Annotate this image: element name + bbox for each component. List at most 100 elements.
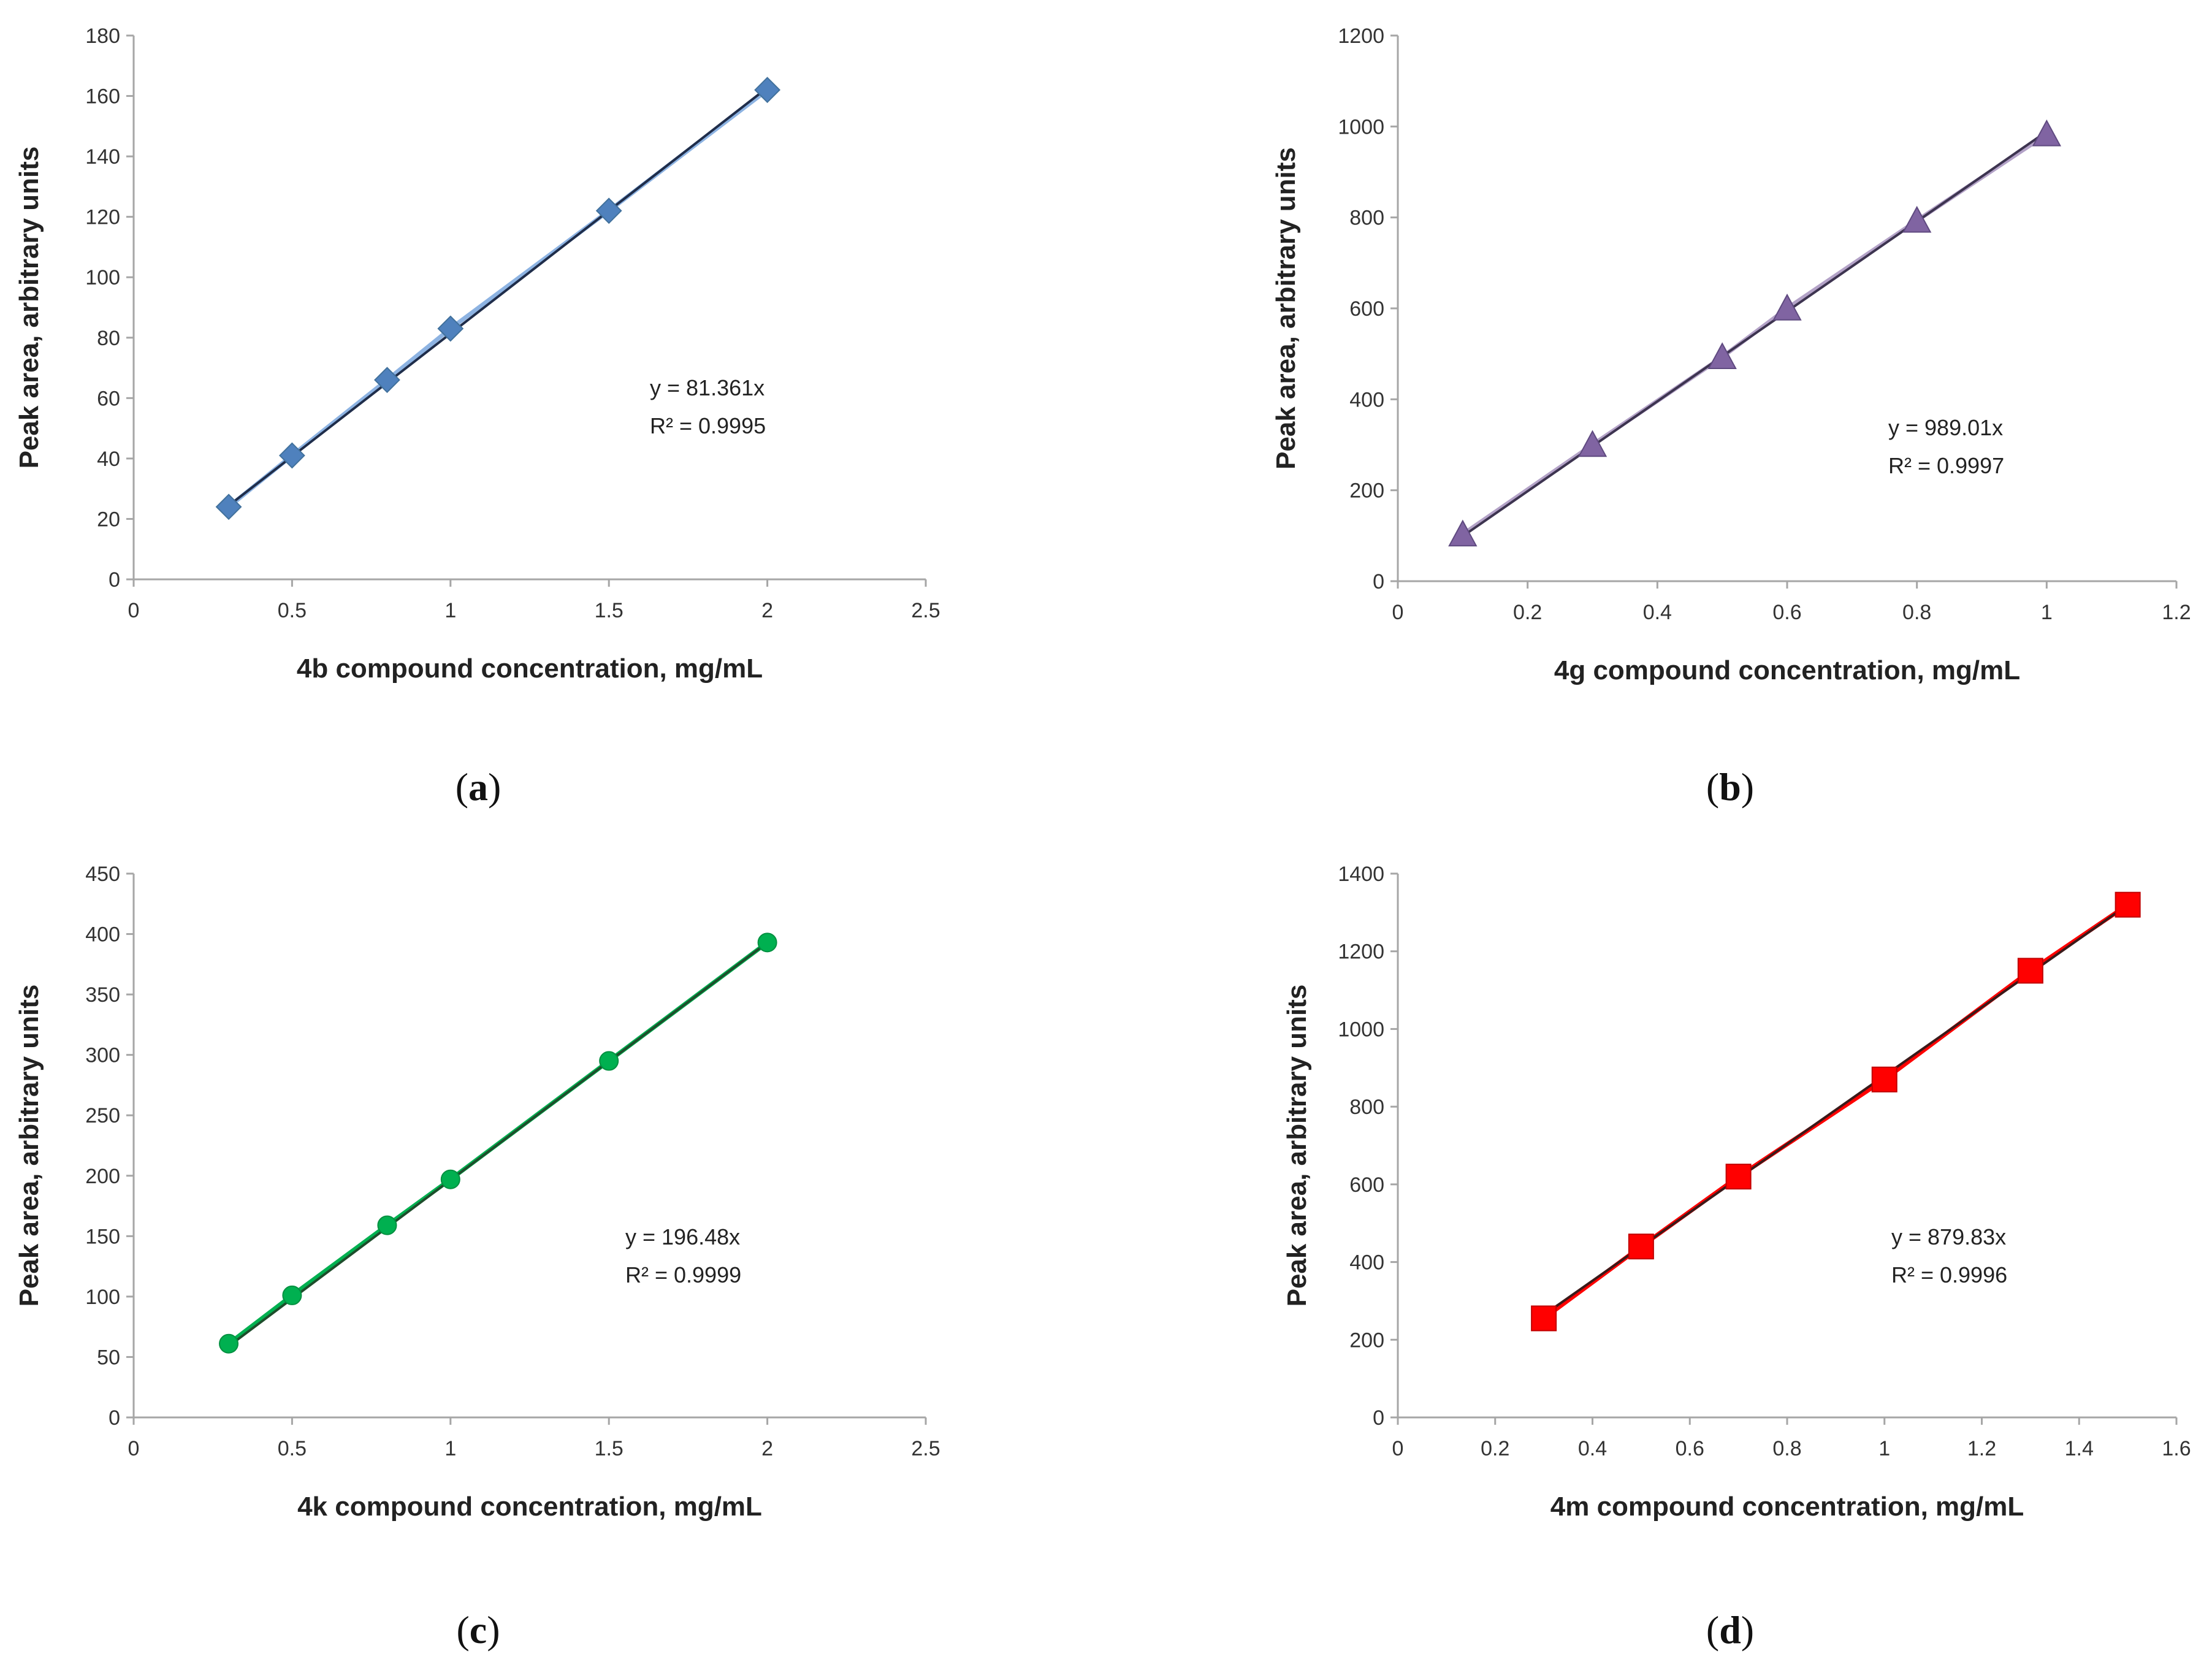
panel-caption: (b) (1706, 765, 1754, 809)
x-axis-title: 4k compound concentration, mg/mL (297, 1492, 762, 1522)
y-tick-label: 600 (1349, 297, 1384, 321)
x-tick-label: 0.6 (1772, 601, 1801, 624)
data-point-2 (1577, 430, 1608, 457)
panel-caption-letter: b (1719, 765, 1741, 809)
chart-panel-a: 0 20 40 60 80 100 120 140 160 180 0 0.5 1 1.5 2 2.5 4b c… (14, 25, 940, 809)
x-tick-label: 1.2 (2162, 601, 2191, 624)
y-tick-label: 100 (85, 266, 120, 289)
x-tick-label: 0.5 (278, 1437, 307, 1460)
x-tick-label: 0.2 (1481, 1437, 1509, 1460)
y-tick-label: 50 (97, 1346, 120, 1369)
x-tick-label: 1.5 (595, 1437, 624, 1460)
x-tick-label: 0.4 (1643, 601, 1672, 624)
r-squared-label: R² = 0.9999 (625, 1262, 741, 1287)
y-tick-label: 100 (85, 1286, 120, 1309)
data-point-2 (282, 1285, 302, 1305)
data-point-4 (437, 315, 464, 342)
y-tick-label: 140 (85, 145, 120, 169)
x-tick-label: 1 (1878, 1437, 1890, 1460)
data-point-2 (1628, 1233, 1654, 1260)
y-tick-label: 800 (1349, 1096, 1384, 1119)
y-tick-label: 1000 (1338, 1018, 1384, 1041)
trendline-equation: y = 879.83x (1891, 1224, 2006, 1249)
panel-caption: (d) (1706, 1608, 1754, 1652)
y-tick-label: 200 (85, 1165, 120, 1188)
data-point-3 (377, 1215, 397, 1235)
data-point-6 (2115, 891, 2141, 918)
data-point-5 (2017, 958, 2043, 984)
data-point-5 (599, 1051, 619, 1071)
y-tick-label: 300 (85, 1044, 120, 1067)
chart-panel-c: 0 50 100 150 200 250 300 350 400 450 0 0.5 1 1.5 2 2.5 4… (14, 863, 940, 1652)
panel-caption-letter: c (470, 1608, 487, 1652)
panel-caption-letter: d (1719, 1608, 1741, 1652)
data-point-6 (2032, 119, 2062, 147)
x-tick-label: 1 (2041, 601, 2053, 624)
x-tick-label: 1.2 (1967, 1437, 1996, 1460)
r-squared-label: R² = 0.9996 (1891, 1262, 2007, 1287)
y-tick-label: 1200 (1338, 25, 1384, 48)
y-tick-label: 1000 (1338, 115, 1384, 139)
data-point-1 (219, 1333, 239, 1354)
x-tick-label: 0.5 (278, 599, 307, 622)
x-axis-title: 4b compound concentration, mg/mL (297, 654, 763, 684)
y-tick-label: 0 (109, 1406, 120, 1430)
x-tick-label: 1 (444, 599, 456, 622)
x-tick-label: 0 (1392, 1437, 1404, 1460)
data-point-1 (215, 494, 242, 520)
y-tick-label: 60 (97, 387, 120, 410)
y-axis-title: Peak area, arbitrary units (1271, 147, 1301, 470)
data-point-1 (1531, 1305, 1557, 1332)
panel-caption: (c) (456, 1608, 500, 1652)
x-tick-label: 0.4 (1578, 1437, 1607, 1460)
x-tick-label: 0.8 (1902, 601, 1931, 624)
y-tick-label: 400 (85, 923, 120, 947)
data-point-3 (374, 367, 400, 394)
x-tick-label: 2 (761, 1437, 773, 1460)
x-tick-label: 0.2 (1513, 601, 1542, 624)
trendline (227, 941, 768, 1348)
data-point-5 (595, 197, 622, 224)
y-axis-title: Peak area, arbitrary units (14, 985, 44, 1307)
y-tick-label: 350 (85, 983, 120, 1007)
y-tick-label: 120 (85, 206, 120, 229)
x-tick-label: 2.5 (911, 599, 940, 622)
y-tick-label: 80 (97, 327, 120, 350)
y-tick-label: 0 (1373, 1406, 1384, 1430)
x-tick-label: 0 (1392, 601, 1404, 624)
x-axis-title: 4g compound concentration, mg/mL (1554, 655, 2020, 685)
trendline-equation: y = 989.01x (1888, 415, 2003, 440)
panel-caption-letter: a (468, 765, 488, 809)
y-tick-label: 400 (1349, 388, 1384, 411)
x-tick-label: 1.6 (2162, 1437, 2191, 1460)
x-tick-label: 0.8 (1772, 1437, 1801, 1460)
trendline (227, 86, 768, 507)
y-tick-label: 400 (1349, 1251, 1384, 1275)
y-tick-label: 250 (85, 1104, 120, 1127)
data-point-2 (278, 442, 305, 469)
y-tick-label: 180 (85, 25, 120, 48)
x-tick-label: 0 (128, 599, 140, 622)
data-point-3 (1725, 1164, 1752, 1190)
y-tick-label: 0 (1373, 570, 1384, 593)
y-tick-label: 600 (1349, 1173, 1384, 1197)
data-point-5 (1902, 205, 1932, 233)
y-tick-label: 1200 (1338, 940, 1384, 964)
x-axis-title: 4m compound concentration, mg/mL (1550, 1492, 2024, 1522)
r-squared-label: R² = 0.9995 (650, 413, 766, 438)
y-tick-label: 150 (85, 1225, 120, 1248)
panel-caption: (a) (456, 765, 502, 809)
data-point-6 (754, 77, 781, 104)
y-tick-label: 200 (1349, 1329, 1384, 1352)
x-tick-label: 0.6 (1676, 1437, 1704, 1460)
y-axis-title: Peak area, arbitrary units (14, 147, 44, 469)
data-point-4 (1871, 1066, 1897, 1092)
x-tick-label: 0 (128, 1437, 140, 1460)
data-point-4 (440, 1169, 460, 1189)
data-point-3 (1707, 342, 1737, 370)
trendline-equation: y = 81.361x (650, 375, 765, 400)
trendline-equation: y = 196.48x (625, 1224, 740, 1249)
r-squared-label: R² = 0.9997 (1888, 453, 2004, 478)
data-point-4 (1772, 293, 1802, 321)
